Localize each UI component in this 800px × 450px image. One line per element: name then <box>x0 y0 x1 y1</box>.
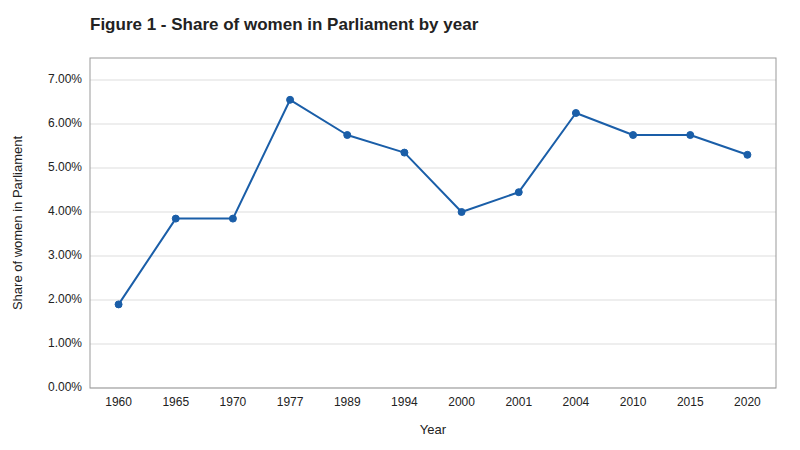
point <box>172 215 179 222</box>
y-tick-label: 1.00% <box>48 336 82 350</box>
x-tick-label: 2004 <box>563 395 590 409</box>
plot-frame <box>90 58 776 388</box>
x-tick-label: 1977 <box>277 395 304 409</box>
y-tick-label: 5.00% <box>48 160 82 174</box>
point <box>115 301 122 308</box>
x-axis-label: Year <box>420 422 447 437</box>
grid-line <box>90 256 776 257</box>
chart-svg: 0.00% 1.00% 2.00% 3.00% 4.00% 5.00% 6.00% 7.00%… <box>0 0 800 450</box>
x-tick-label: 2010 <box>620 395 647 409</box>
x-tick-label: 1960 <box>105 395 132 409</box>
page: {"chart_data": { "type": "line", "title"… <box>0 0 800 450</box>
point <box>687 132 694 139</box>
point <box>572 110 579 117</box>
point <box>515 189 522 196</box>
x-tick-label: 1989 <box>334 395 361 409</box>
x-tick-label: 1994 <box>391 395 418 409</box>
y-grid <box>90 80 776 388</box>
y-tick-label: 3.00% <box>48 248 82 262</box>
point <box>229 215 236 222</box>
grid-line <box>90 168 776 169</box>
point <box>458 209 465 216</box>
x-tick-label: 1970 <box>220 395 247 409</box>
point <box>344 132 351 139</box>
grid-line <box>90 80 776 81</box>
y-tick-label: 2.00% <box>48 292 82 306</box>
y-tick-label: 7.00% <box>48 72 82 86</box>
plot-area <box>90 58 776 388</box>
grid-line <box>90 300 776 301</box>
x-tick-label: 2015 <box>677 395 704 409</box>
y-tick-label: 0.00% <box>48 380 82 394</box>
grid-line <box>90 212 776 213</box>
point <box>287 96 294 103</box>
series <box>115 96 751 308</box>
y-tick-label: 4.00% <box>48 204 82 218</box>
x-tick-label: 1965 <box>162 395 189 409</box>
x-tick-labels: 1960 1965 1970 1977 1989 1994 2000 2001 2004 2010… <box>105 395 761 409</box>
grid-line <box>90 124 776 125</box>
point <box>630 132 637 139</box>
point <box>744 151 751 158</box>
y-tick-labels: 0.00% 1.00% 2.00% 3.00% 4.00% 5.00% 6.00% 7.00% <box>48 72 82 394</box>
y-tick-label: 6.00% <box>48 116 82 130</box>
point <box>401 149 408 156</box>
x-tick-label: 2000 <box>448 395 475 409</box>
grid-line <box>90 344 776 345</box>
x-tick-label: 2020 <box>734 395 761 409</box>
y-axis-label: Share of women in Parliament <box>10 136 25 311</box>
chart-container: 0.00% 1.00% 2.00% 3.00% 4.00% 5.00% 6.00% 7.00%… <box>0 0 800 450</box>
line <box>119 100 748 305</box>
x-tick-label: 2001 <box>505 395 532 409</box>
title: Figure 1 - Share of women in Parliament … <box>90 15 479 34</box>
